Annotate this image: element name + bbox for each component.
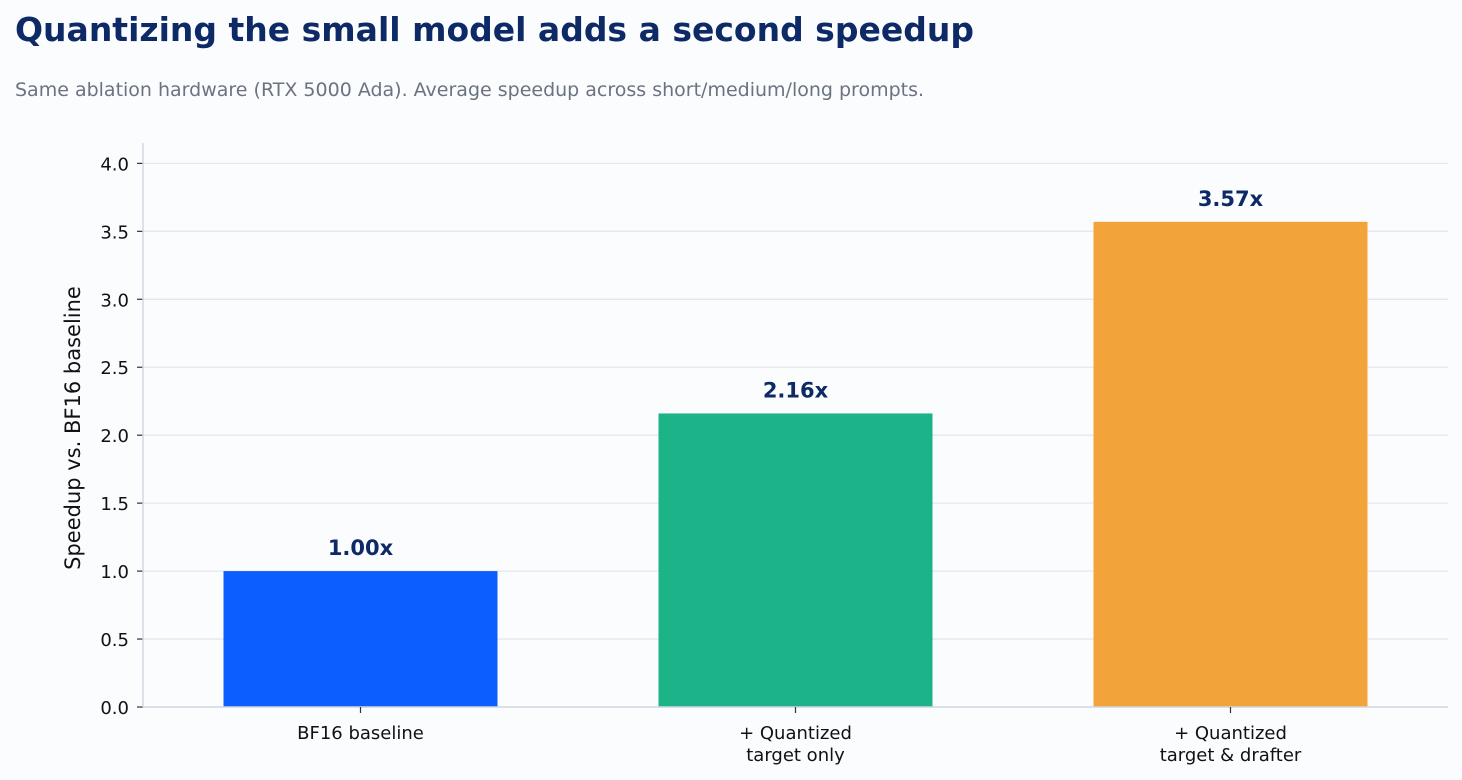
y-tick-label: 1.0 xyxy=(100,562,129,583)
chart-title: Quantizing the small model adds a second… xyxy=(15,10,974,49)
x-tick-label: BF16 baseline xyxy=(297,723,424,744)
x-tick-label: target & drafter xyxy=(1160,745,1302,766)
y-tick-label: 2.0 xyxy=(100,426,129,447)
y-tick-label: 2.5 xyxy=(100,358,129,379)
bar xyxy=(1093,221,1368,707)
data-label: 3.57x xyxy=(1198,187,1264,211)
x-tick-label: + Quantized xyxy=(739,723,852,744)
y-tick-label: 0.0 xyxy=(100,698,129,719)
y-tick-label: 3.5 xyxy=(100,222,129,243)
y-tick-label: 0.5 xyxy=(100,630,129,651)
x-tick-label: target only xyxy=(746,745,845,766)
bars xyxy=(223,221,1368,707)
data-label: 1.00x xyxy=(328,536,394,560)
data-label: 2.16x xyxy=(763,378,829,402)
x-tick-label: + Quantized xyxy=(1174,723,1287,744)
y-axis-label: Speedup vs. BF16 baseline xyxy=(61,286,85,570)
axes xyxy=(137,143,1448,713)
labels: 0.0 0.5 1.0 1.5 2.0 2.5 3.0 3.5 4.0 1.00x BF16 bas… xyxy=(61,154,1302,766)
chart-subtitle: Same ablation hardware (RTX 5000 Ada). A… xyxy=(15,79,925,101)
bar xyxy=(658,413,933,707)
y-tick-label: 3.0 xyxy=(100,290,129,311)
y-tick-label: 1.5 xyxy=(100,494,129,515)
y-tick-label: 4.0 xyxy=(100,154,129,175)
bar xyxy=(223,571,498,707)
